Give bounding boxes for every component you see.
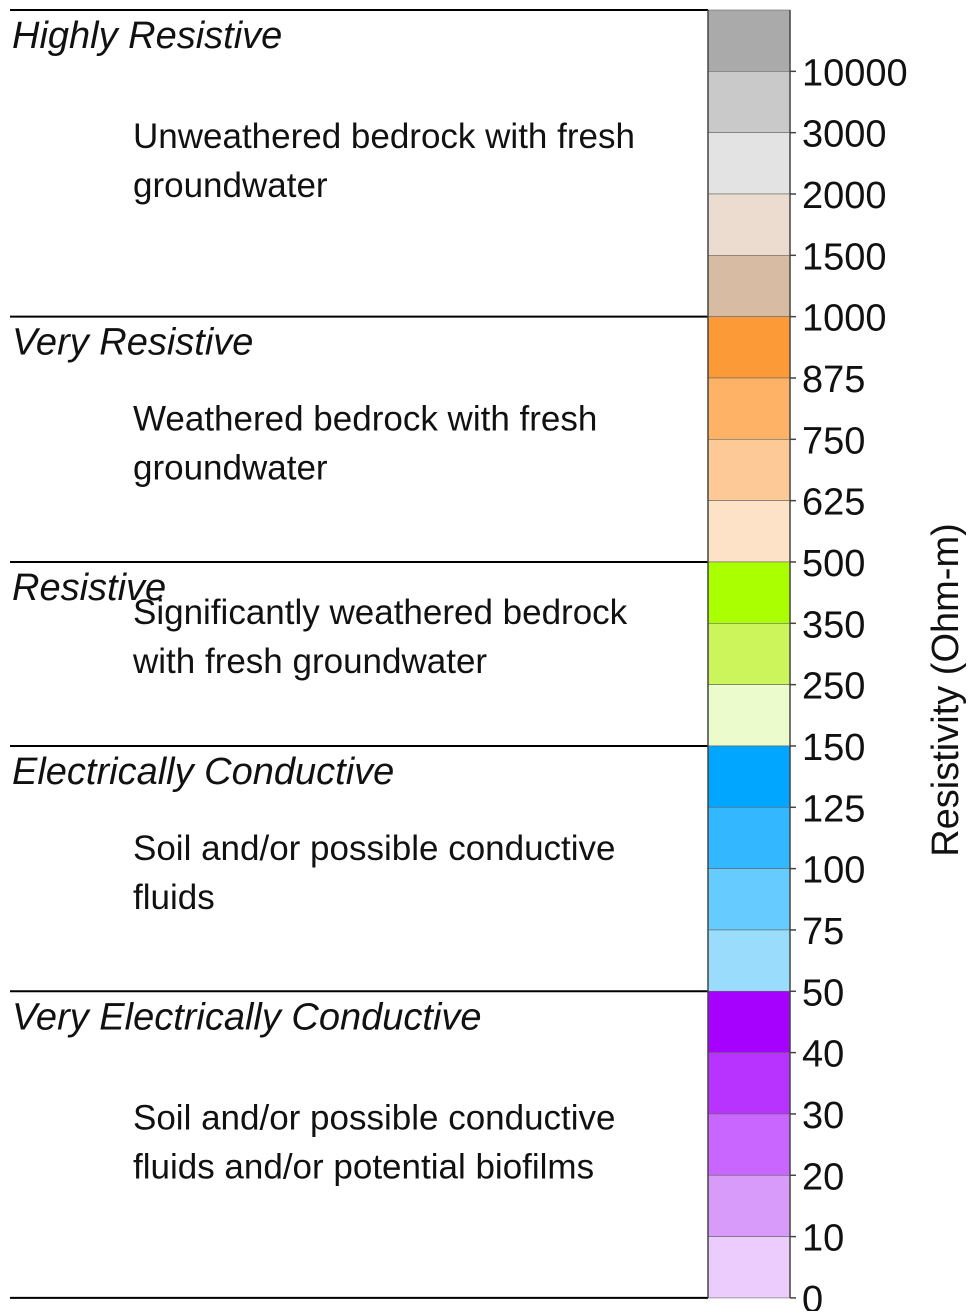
tick-label: 625 xyxy=(802,482,865,524)
tick-label: 150 xyxy=(802,727,865,769)
color-swatch xyxy=(707,1174,791,1237)
section-title: Highly Resistive xyxy=(12,15,282,57)
section-title: Electrically Conductive xyxy=(12,751,394,793)
section-description: Weathered bedrock with fresh xyxy=(133,400,597,439)
color-swatch xyxy=(707,439,791,501)
color-swatch xyxy=(707,193,791,256)
color-swatch xyxy=(707,377,791,440)
color-swatch xyxy=(707,1052,791,1115)
color-swatch xyxy=(707,745,791,808)
section-description: Unweathered bedrock with fresh xyxy=(133,117,635,156)
tick-label: 10000 xyxy=(802,52,908,94)
color-swatch xyxy=(707,868,791,931)
color-swatch xyxy=(707,1113,791,1176)
section-description: Soil and/or possible conductive xyxy=(133,829,616,868)
section-title: Very Electrically Conductive xyxy=(12,996,482,1038)
color-swatch xyxy=(707,806,791,869)
section-description: fluids xyxy=(133,878,215,917)
color-swatch xyxy=(707,71,791,133)
tick-label: 750 xyxy=(802,420,865,462)
tick-label: 125 xyxy=(802,788,865,830)
color-swatch xyxy=(707,929,791,992)
section-description: Significantly weathered bedrock xyxy=(133,593,628,632)
tick-label: 1500 xyxy=(802,236,887,278)
tick-label: 0 xyxy=(802,1279,823,1311)
color-swatch xyxy=(707,990,791,1053)
color-swatch xyxy=(707,622,791,685)
color-swatch xyxy=(707,316,791,379)
tick-label: 75 xyxy=(802,911,844,953)
tick-label: 10 xyxy=(802,1218,844,1260)
section-title: Resistive xyxy=(12,567,166,609)
color-swatch xyxy=(707,500,791,563)
tick-label: 1000 xyxy=(802,298,887,340)
tick-label: 40 xyxy=(802,1034,844,1076)
section-description: with fresh groundwater xyxy=(132,642,487,681)
color-swatch xyxy=(707,9,791,72)
color-swatch xyxy=(707,132,791,195)
color-swatch xyxy=(707,684,791,747)
section-description: groundwater xyxy=(133,449,328,488)
axis-label: Resistivity (Ohm-m) xyxy=(925,523,967,857)
tick-label: 250 xyxy=(802,666,865,708)
tick-label: 100 xyxy=(802,850,865,892)
color-swatch xyxy=(707,255,791,317)
tick-label: 875 xyxy=(802,359,865,401)
section-description: Soil and/or possible conductive xyxy=(133,1098,616,1137)
section-description: groundwater xyxy=(133,166,328,205)
tick-label: 2000 xyxy=(802,175,887,217)
section-description: fluids and/or potential biofilms xyxy=(133,1147,594,1186)
section-title: Very Resistive xyxy=(12,322,253,364)
tick-label: 20 xyxy=(802,1156,844,1198)
tick-label: 350 xyxy=(802,604,865,646)
tick-label: 50 xyxy=(802,972,844,1014)
color-swatch xyxy=(707,1236,791,1299)
color-swatch xyxy=(707,561,791,624)
tick-label: 3000 xyxy=(802,114,887,156)
tick-label: 500 xyxy=(802,543,865,585)
tick-label: 30 xyxy=(802,1095,844,1137)
